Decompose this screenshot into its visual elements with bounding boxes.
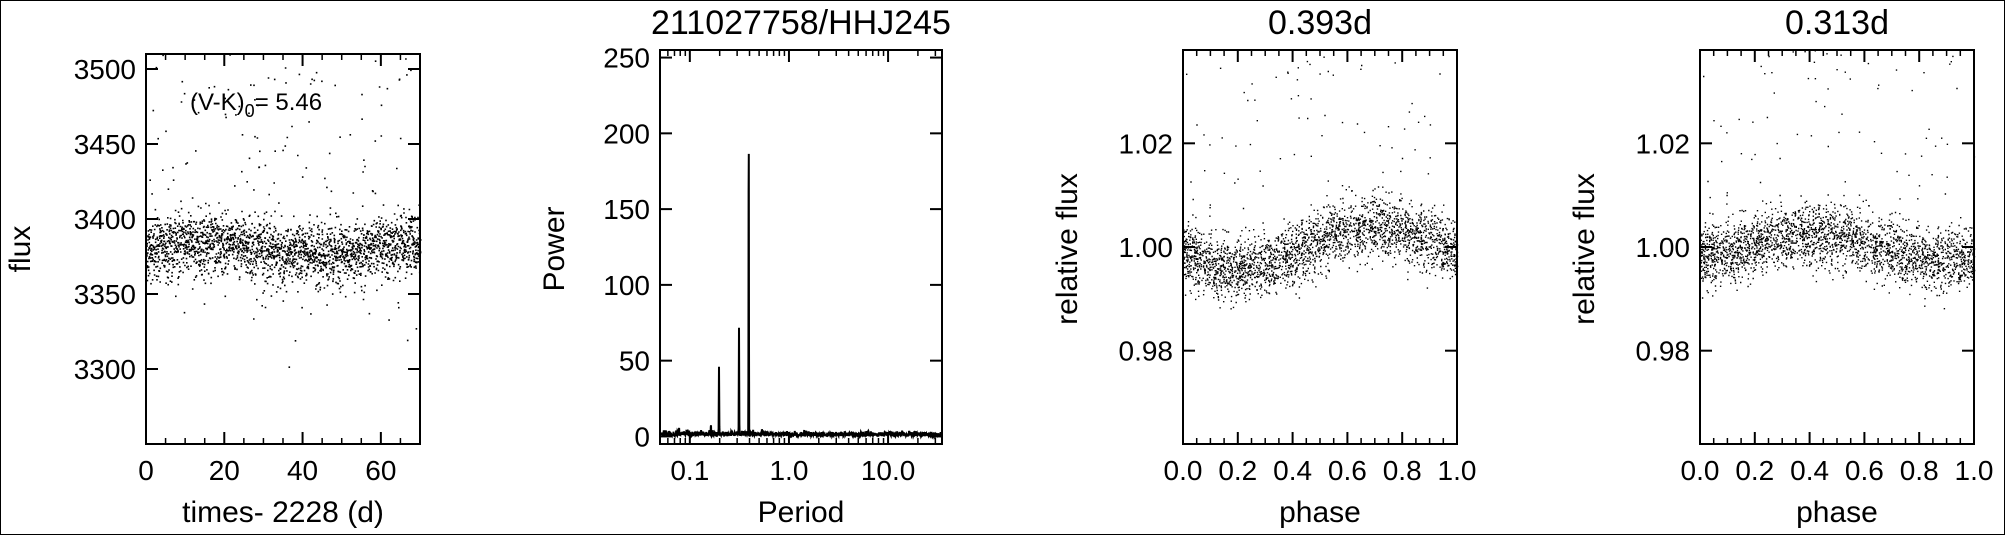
lightcurve-xlabel: times- 2228 (d) bbox=[182, 496, 384, 529]
y-tick-label: 3500 bbox=[74, 54, 136, 85]
x-tick-label: 0.1 bbox=[670, 455, 709, 486]
y-tick-label: 3300 bbox=[74, 354, 136, 385]
y-tick-label: 1.00 bbox=[1119, 232, 1174, 263]
x-tick-label: 1.0 bbox=[769, 455, 808, 486]
phase-0393-xlabel: phase bbox=[1279, 496, 1361, 529]
x-tick-label: 0.2 bbox=[1218, 455, 1257, 486]
y-tick-label: 0 bbox=[634, 421, 650, 452]
phase-0313-ylabel: relative flux bbox=[1568, 173, 1601, 325]
phase-0313-points bbox=[1700, 50, 1976, 310]
x-tick-label: 0 bbox=[138, 455, 154, 486]
phase-0393-axes-box bbox=[1182, 49, 1458, 445]
y-tick-label: 0.98 bbox=[1119, 336, 1174, 367]
x-tick-label: 0.0 bbox=[1164, 455, 1203, 486]
panel-phase-0393: 0.0 0.2 0.4 0.6 0.8 1.0 0.98 1.00 1.02 0.393d ph… bbox=[1051, 4, 1476, 529]
x-tick-label: 0.0 bbox=[1681, 455, 1720, 486]
x-tick-label: 0.6 bbox=[1328, 455, 1367, 486]
periodogram-line bbox=[659, 153, 943, 440]
y-tick-label: 100 bbox=[603, 270, 650, 301]
y-tick-label: 1.02 bbox=[1636, 128, 1691, 159]
periodogram-xlabel: Period bbox=[758, 496, 845, 529]
x-tick-label: 0.4 bbox=[1790, 455, 1829, 486]
y-tick-label: 1.02 bbox=[1119, 128, 1174, 159]
periodogram-series bbox=[659, 153, 943, 440]
x-tick-label: 0.6 bbox=[1845, 455, 1884, 486]
panel-lightcurve: 0 20 40 60 3300 3350 3400 3450 3500 (V-K)0= 5.46… bbox=[4, 53, 422, 529]
y-tick-label: 150 bbox=[603, 194, 650, 225]
phase-0313-ticks: 0.0 0.2 0.4 0.6 0.8 1.0 0.98 1.00 1.02 bbox=[1636, 50, 1994, 486]
x-tick-label: 0.4 bbox=[1273, 455, 1312, 486]
y-tick-label: 1.00 bbox=[1636, 232, 1691, 263]
y-tick-label: 3400 bbox=[74, 204, 136, 235]
y-tick-label: 0.98 bbox=[1636, 336, 1691, 367]
x-tick-label: 0.8 bbox=[1900, 455, 1939, 486]
periodogram-ylabel: Power bbox=[538, 206, 571, 291]
x-tick-label: 20 bbox=[209, 455, 240, 486]
panel-phase-0313: 0.0 0.2 0.4 0.6 0.8 1.0 0.98 1.00 1.02 0.313d ph… bbox=[1568, 4, 1993, 529]
lightcurve-ylabel: flux bbox=[4, 226, 37, 273]
x-tick-label: 60 bbox=[365, 455, 396, 486]
y-tick-label: 50 bbox=[619, 346, 650, 377]
x-tick-label: 0.8 bbox=[1383, 455, 1422, 486]
periodogram-axes-box bbox=[659, 49, 943, 445]
phase-0393-points bbox=[1183, 56, 1459, 310]
lightcurve-ticks: 0 20 40 60 3300 3350 3400 3450 3500 bbox=[74, 54, 420, 486]
panel-periodogram: 0.1 1.0 10.0 0 50 100 150 200 250 211027758/HHJ2… bbox=[538, 4, 951, 529]
phase-scatter bbox=[1183, 56, 1459, 310]
periodogram-title: 211027758/HHJ245 bbox=[651, 4, 951, 42]
y-tick-label: 200 bbox=[603, 118, 650, 149]
x-tick-label: 40 bbox=[287, 455, 318, 486]
phase-0393-ticks: 0.0 0.2 0.4 0.6 0.8 1.0 0.98 1.00 1.02 bbox=[1119, 50, 1477, 486]
y-tick-label: 3450 bbox=[74, 129, 136, 160]
x-tick-label: 1.0 bbox=[1955, 455, 1994, 486]
phase-0393-ylabel: relative flux bbox=[1051, 173, 1084, 325]
x-tick-label: 0.2 bbox=[1735, 455, 1774, 486]
phase-0313-xlabel: phase bbox=[1796, 496, 1878, 529]
phase-0313-title: 0.313d bbox=[1785, 4, 1889, 42]
x-tick-label: 10.0 bbox=[861, 455, 916, 486]
y-tick-label: 250 bbox=[603, 43, 650, 74]
phase-scatter bbox=[1700, 50, 1976, 310]
color-index-annotation: (V-K)0= 5.46 bbox=[190, 89, 322, 121]
y-tick-label: 3350 bbox=[74, 279, 136, 310]
periodogram-ticks: 0.1 1.0 10.0 0 50 100 150 200 250 bbox=[603, 43, 942, 486]
x-tick-label: 1.0 bbox=[1438, 455, 1477, 486]
phase-0393-title: 0.393d bbox=[1268, 4, 1372, 42]
